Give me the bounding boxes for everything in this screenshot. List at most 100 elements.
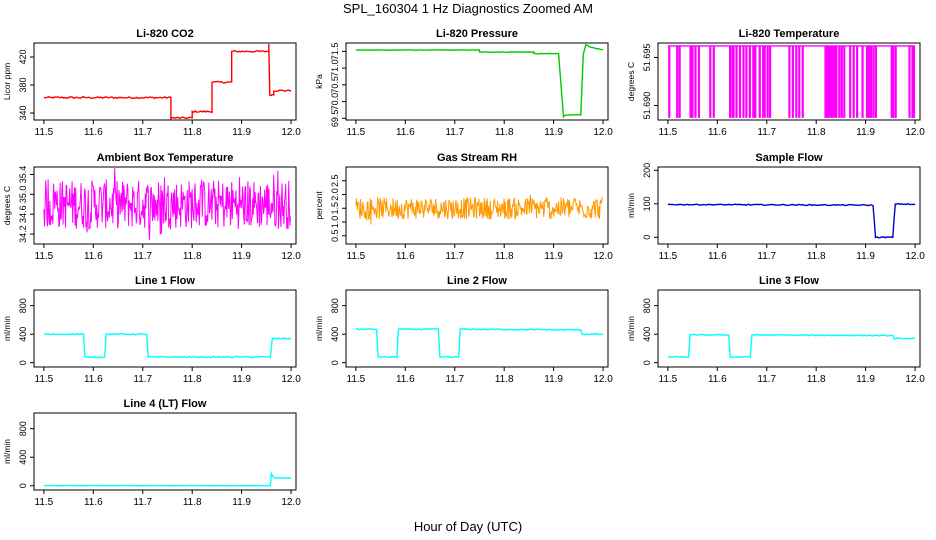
plot-frame [345, 289, 609, 368]
chart-panel: Ambient Box Temperature degrees C 11.5 11.6… [2, 152, 301, 262]
plot-frame [33, 412, 297, 491]
y-tick-label: 0.5 [330, 229, 340, 242]
x-tick-label: 12.0 [281, 374, 301, 385]
chart-title: Sample Flow [755, 152, 823, 164]
x-tick-label: 11.6 [84, 127, 103, 138]
y-tick-label: 100 [642, 196, 652, 211]
y-tick-label: 71.0 [330, 59, 340, 77]
data-series-line [355, 44, 604, 119]
chart-title: Line 2 Flow [447, 275, 507, 287]
data-series-line [43, 43, 292, 120]
x-tick-label: 11.8 [807, 251, 826, 262]
x-tick-label: 11.9 [232, 497, 251, 508]
y-tick-label: 800 [18, 298, 28, 313]
y-tick-label: 800 [330, 298, 340, 313]
x-tick-label: 11.8 [807, 374, 826, 385]
chart-title: Ambient Box Temperature [97, 152, 234, 164]
y-tick-label: 51.695 [642, 44, 652, 72]
page-title: SPL_160304 1 Hz Diagnostics Zoomed AM [342, 1, 594, 16]
data-series-line [355, 194, 603, 225]
x-tick-label: 11.9 [856, 251, 875, 262]
y-axis-label: degrees C [626, 62, 636, 101]
x-tick-label: 11.7 [757, 127, 776, 138]
chart-panel: Li-820 Temperature degrees C 11.5 11.6 11.7 1… [626, 28, 925, 138]
x-tick-label: 11.8 [495, 251, 514, 262]
data-series-line [355, 327, 604, 359]
chart-panel: Line 4 (LT) Flow ml/min 11.5 11.6 11.7 11.8 11… [2, 398, 301, 508]
y-tick-label: 200 [642, 163, 652, 178]
y-tick-label: 70.0 [330, 93, 340, 111]
chart-panel: Gas Stream RH percent 11.5 11.6 11.7 11.8 11.9… [314, 152, 613, 262]
x-tick-label: 11.5 [659, 251, 678, 262]
x-tick-label: 11.9 [856, 127, 875, 138]
x-tick-label: 11.5 [347, 127, 366, 138]
x-tick-label: 12.0 [593, 374, 613, 385]
x-tick-label: 11.6 [708, 251, 727, 262]
x-tick-label: 11.7 [757, 374, 776, 385]
y-axis-label: kPa [314, 74, 324, 89]
data-series-line [43, 471, 292, 487]
y-tick-label: 35.4 [18, 166, 28, 184]
plot-frame [345, 42, 609, 121]
x-tick-label: 11.5 [35, 497, 54, 508]
x-tick-label: 11.6 [84, 374, 103, 385]
chart-title: Line 4 (LT) Flow [124, 398, 207, 410]
y-axis-label: ml/min [626, 193, 636, 218]
x-tick-label: 11.6 [708, 374, 727, 385]
x-axis-title: Hour of Day (UTC) [413, 519, 523, 534]
y-axis-label: ml/min [626, 316, 636, 341]
x-tick-label: 11.8 [183, 251, 202, 262]
y-tick-label: 340 [18, 105, 28, 120]
x-tick-label: 12.0 [593, 251, 613, 262]
plot-frame [345, 166, 609, 245]
plot-frame [33, 42, 297, 121]
chart-title: Li-820 Pressure [436, 28, 518, 40]
plot-frame [657, 42, 921, 121]
x-tick-label: 11.7 [133, 497, 152, 508]
x-tick-label: 11.7 [445, 374, 464, 385]
x-tick-label: 11.6 [396, 127, 415, 138]
x-tick-label: 11.8 [495, 127, 514, 138]
chart-panel: Line 3 Flow ml/min 11.5 11.6 11.7 11.8 11.9 12.… [626, 275, 925, 385]
x-tick-label: 11.6 [396, 374, 415, 385]
x-tick-label: 11.5 [35, 374, 54, 385]
y-axis-label: ml/min [2, 316, 12, 341]
data-series-line [667, 45, 916, 118]
chart-panel: Li-820 Pressure kPa 11.5 11.6 11.7 11.8 11.9 12… [314, 28, 613, 138]
x-tick-label: 11.9 [544, 251, 563, 262]
chart-panel: Line 1 Flow ml/min 11.5 11.6 11.7 11.8 11.9 12.… [2, 275, 301, 385]
x-tick-label: 11.6 [84, 251, 103, 262]
data-series-line [43, 167, 291, 241]
x-tick-label: 11.5 [35, 251, 54, 262]
y-tick-label: 71.5 [330, 43, 340, 61]
y-tick-label: 2.0 [330, 188, 340, 201]
chart-panel: Sample Flow ml/min 11.5 11.6 11.7 11.8 11.9 12.… [626, 152, 925, 262]
y-axis-label: ml/min [2, 439, 12, 464]
x-tick-label: 12.0 [281, 127, 301, 138]
y-tick-label: 420 [18, 49, 28, 64]
y-axis-label: degrees C [2, 186, 12, 225]
x-tick-label: 11.6 [708, 127, 727, 138]
x-tick-label: 11.7 [757, 251, 776, 262]
x-tick-label: 11.5 [347, 251, 366, 262]
y-tick-label: 400 [642, 327, 652, 342]
data-series-line [667, 202, 916, 239]
y-axis-label: Licor ppm [2, 63, 12, 100]
chart-title: Line 3 Flow [759, 275, 819, 287]
plot-frame [657, 166, 921, 245]
chart-panel: Li-820 CO2 Licor ppm 11.5 11.6 11.7 11.8 11.9 1… [2, 28, 301, 138]
y-tick-label: 35.0 [18, 186, 28, 204]
y-tick-label: 34.2 [18, 225, 28, 243]
x-tick-label: 11.5 [659, 374, 678, 385]
y-tick-label: 0 [330, 360, 340, 365]
x-tick-label: 11.9 [544, 374, 563, 385]
chart-title: Li-820 Temperature [739, 28, 840, 40]
x-tick-label: 11.7 [445, 251, 464, 262]
x-tick-label: 11.8 [183, 497, 202, 508]
x-tick-label: 12.0 [593, 127, 613, 138]
x-tick-label: 12.0 [281, 497, 301, 508]
x-tick-label: 11.9 [232, 374, 251, 385]
x-tick-label: 11.9 [544, 127, 563, 138]
x-tick-label: 11.8 [495, 374, 514, 385]
x-tick-label: 11.5 [659, 127, 678, 138]
